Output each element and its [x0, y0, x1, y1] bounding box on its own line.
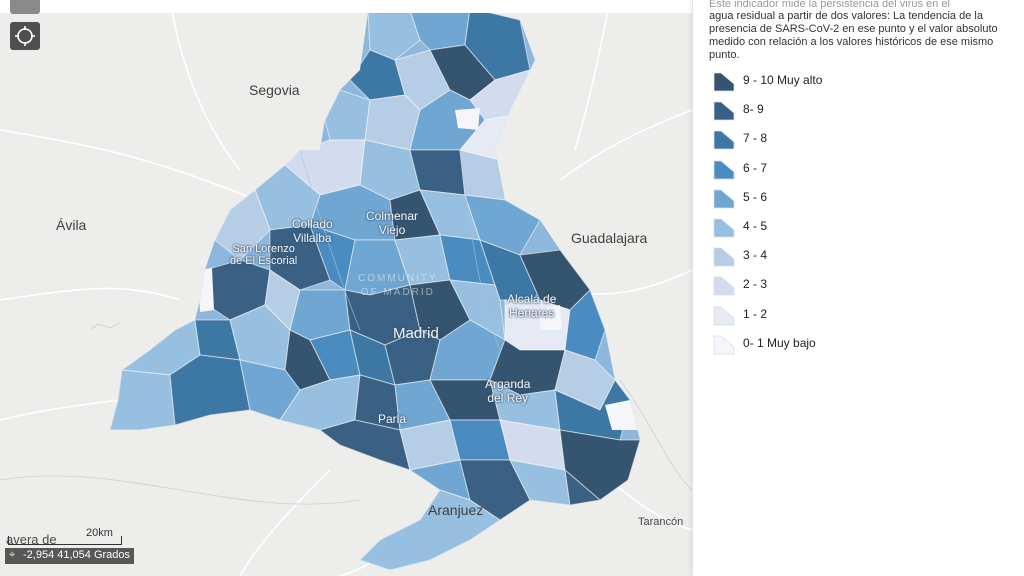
map-top-bar: [0, 0, 692, 13]
coordinate-text: -2,954 41,054 Grados: [23, 549, 131, 561]
legend-swatch: [713, 189, 735, 209]
map-view[interactable]: Segovia Ávila Guadalajara Collado Villal…: [0, 0, 692, 576]
coordinate-readout: ⌖ -2,954 41,054 Grados: [5, 548, 135, 564]
legend-description: Este indicador mide la persistencia del …: [709, 0, 1009, 62]
legend-panel: Este indicador mide la persistencia del …: [692, 0, 1024, 576]
legend-description-text: agua residual a partir de dos valores: L…: [709, 10, 998, 61]
legend-label: 4 - 5: [743, 218, 768, 233]
legend-label: 7 - 8: [743, 131, 768, 146]
basemap: [0, 0, 692, 576]
legend-swatch: [713, 276, 735, 296]
legend-swatch: [713, 335, 735, 355]
scale-bar: [8, 536, 122, 545]
legend-label: 5 - 6: [743, 189, 768, 204]
locate-button[interactable]: [10, 22, 40, 50]
home-icon[interactable]: [10, 0, 40, 14]
rivers: [299, 149, 501, 351]
legend-swatch: [713, 160, 735, 179]
legend-label: 2 - 3: [743, 277, 768, 292]
cursor-icon: ⌖: [9, 549, 16, 561]
borders: [0, 322, 692, 505]
legend-swatch: [713, 101, 735, 121]
legend-swatch: [713, 306, 735, 325]
crosshair-icon: [15, 26, 35, 46]
legend-label: 8- 9: [743, 102, 764, 117]
legend-label: 9 - 10 Muy alto: [743, 73, 823, 87]
legend-label: 0- 1 Muy bajo: [743, 335, 816, 350]
legend-label: 6 - 7: [743, 160, 768, 175]
legend-description-cut: Este indicador mide la persistencia del …: [709, 0, 950, 10]
legend-label: 3 - 4: [743, 248, 768, 263]
legend-label: 1 - 2: [743, 306, 768, 321]
scale-label: 20km: [86, 527, 113, 539]
legend-swatch: [713, 218, 735, 238]
legend-swatch: [713, 130, 735, 150]
legend-swatch: [713, 72, 735, 92]
choropleth: [110, 8, 640, 570]
legend-swatch: [713, 247, 735, 267]
